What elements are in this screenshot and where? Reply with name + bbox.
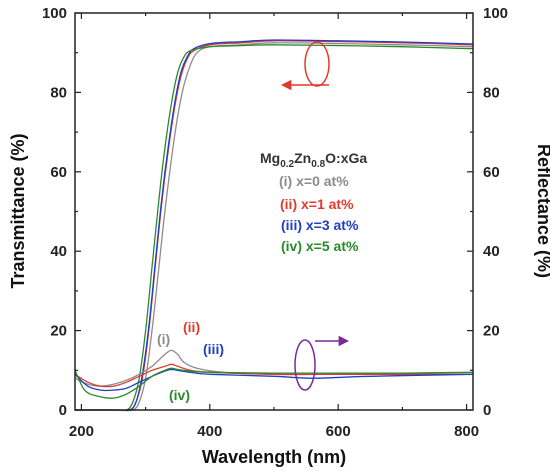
legend-entry-iii: (iii) x=3 at% [281, 217, 359, 233]
annotation-ii: (ii) [183, 319, 200, 335]
annotation-iv: (iv) [169, 387, 190, 403]
y-tick-label-left: 0 [59, 402, 67, 419]
legend-entry-ii: (ii) x=1 at% [280, 196, 354, 212]
y-tick-label-right: 80 [483, 84, 500, 101]
reflectance-series-line-4 [74, 349, 473, 387]
y-tick-label-right: 60 [483, 164, 500, 181]
x-tick-label: 400 [197, 423, 222, 440]
annotation-iii: (iii) [203, 341, 224, 357]
legend-title: Mg0.2Zn0.8O:xGa [260, 150, 367, 170]
x-tick-label: 600 [326, 423, 351, 440]
y-tick-label-left: 40 [50, 243, 67, 260]
y-axis-title-left: Transmittance (%) [8, 133, 28, 288]
annotation-i: (i) [157, 331, 170, 347]
legend-entry-i: (i) x=0 at% [279, 173, 349, 189]
x-tick-label: 200 [69, 423, 94, 440]
y-tick-label-left: 60 [50, 164, 67, 181]
transmittance-series-line-2 [75, 39, 474, 412]
x-tick-label: 800 [454, 423, 479, 440]
y-tick-label-right: 100 [483, 5, 508, 22]
legend: Mg0.2Zn0.8O:xGa (i) x=0 at% (ii) x=1 at%… [260, 150, 367, 254]
y-axis-title-right: Reflectance (%) [534, 144, 550, 278]
transmittance-series-line-3 [75, 44, 474, 412]
reflectance-group-ellipse [294, 339, 316, 391]
transmittance-group-ellipse [304, 41, 330, 87]
transmittance-series-line-1 [75, 40, 474, 412]
y-tick-label-right: 0 [483, 402, 491, 419]
y-tick-label-left: 20 [50, 323, 67, 340]
legend-entry-iv: (iv) x=5 at% [281, 238, 359, 254]
y-tick-label-left: 80 [50, 84, 67, 101]
y-tick-label-right: 40 [483, 243, 500, 260]
reflectance-series-line-7 [74, 367, 474, 399]
x-axis-title: Wavelength (nm) [202, 447, 346, 467]
reflectance-series-line-5 [74, 363, 473, 388]
transmittance-series-line-0 [75, 42, 474, 412]
series-layer [74, 39, 474, 412]
y-tick-label-right: 20 [483, 323, 500, 340]
reflectance-series-line-6 [74, 368, 474, 392]
y-tick-label-left: 100 [42, 5, 67, 22]
plot-frame [74, 12, 474, 411]
